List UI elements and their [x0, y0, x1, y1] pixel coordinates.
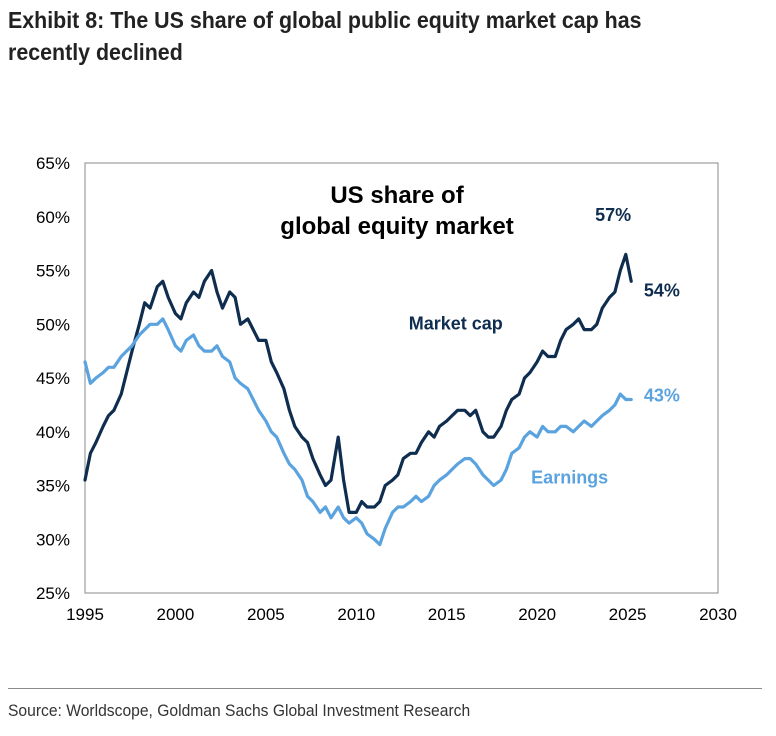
- series-label-earnings: Earnings: [531, 467, 608, 487]
- x-tick-label: 2010: [337, 605, 375, 624]
- x-tick-label: 2005: [247, 605, 285, 624]
- x-tick-label: 2030: [699, 605, 737, 624]
- title-line-1: Exhibit 8: The US share of global public…: [8, 7, 642, 33]
- page-title: Exhibit 8: The US share of global public…: [8, 4, 715, 68]
- series-lines: [83, 252, 633, 547]
- footer-divider: [8, 688, 762, 689]
- x-tick-label: 2025: [609, 605, 647, 624]
- data-label-earnings-43: 43%: [644, 386, 680, 406]
- source-note: Source: Worldscope, Goldman Sachs Global…: [8, 701, 471, 720]
- y-tick-label: 30%: [36, 530, 70, 549]
- series-labels: Market cap Earnings 57% 54% 43%: [409, 205, 680, 487]
- y-tick-label: 40%: [36, 423, 70, 442]
- x-tick-label: 2015: [428, 605, 466, 624]
- x-axis: 1995 2000 2005 2010 2015 2020 2025 2030: [66, 605, 737, 624]
- y-tick-label: 45%: [36, 369, 70, 388]
- y-tick-label: 35%: [36, 477, 70, 496]
- y-axis: 25% 30% 35% 40% 45% 50% 55% 60% 65%: [36, 154, 70, 603]
- x-tick-label: 2020: [518, 605, 556, 624]
- y-tick-label: 25%: [36, 584, 70, 603]
- y-tick-label: 50%: [36, 315, 70, 334]
- y-tick-label: 55%: [36, 262, 70, 281]
- title-line-2: recently declined: [8, 39, 183, 65]
- y-tick-label: 65%: [36, 154, 70, 173]
- x-tick-label: 2000: [157, 605, 195, 624]
- chart-title-line-2: global equity market: [280, 213, 513, 240]
- line-chart: 25% 30% 35% 40% 45% 50% 55% 60% 65% 1995 2000 2005…: [36, 154, 737, 624]
- series-line-earnings: [83, 317, 633, 547]
- data-label-market-cap-54: 54%: [644, 280, 680, 300]
- series-line-market-cap: [83, 252, 633, 515]
- x-tick-label: 1995: [66, 605, 104, 624]
- series-label-market-cap: Market cap: [409, 314, 503, 334]
- plot-area-frame: [84, 162, 719, 594]
- chart-title-line-1: US share of: [330, 182, 464, 209]
- data-label-market-cap-57: 57%: [595, 205, 631, 225]
- y-tick-label: 60%: [36, 208, 70, 227]
